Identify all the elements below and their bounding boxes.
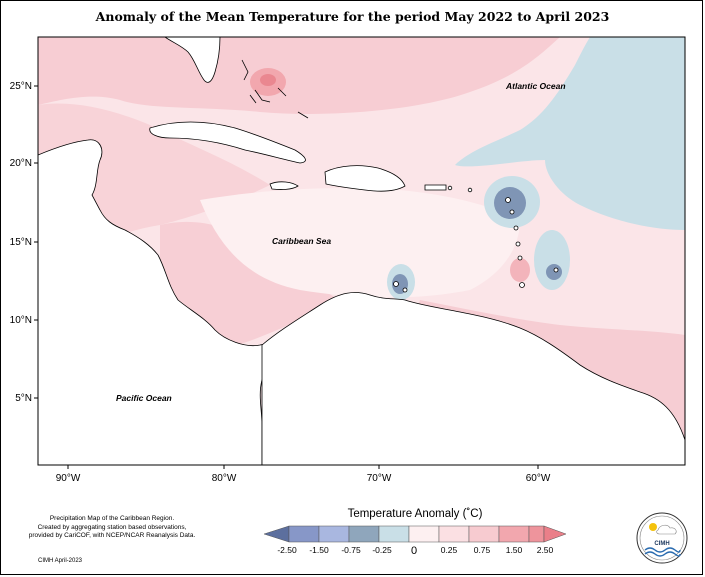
- cool-core-windward: [546, 264, 562, 280]
- legend-title: Temperature Anomaly (˚C): [347, 508, 483, 520]
- legend-label: 0.75: [474, 545, 491, 555]
- lon-tick-label: 90°W: [56, 473, 81, 484]
- legend-swatch: [408, 525, 440, 543]
- date-stamp: CIMH April-2023: [38, 558, 83, 564]
- lat-tick-label: 20°N: [10, 158, 32, 169]
- credit-text: Precipitation Map of the Caribbean Regio…: [18, 515, 206, 541]
- logo-text: CIMH: [654, 541, 669, 547]
- legend-swatch: [378, 525, 410, 543]
- lat-tick-label: 25°N: [10, 81, 32, 92]
- legend-label: -0.25: [372, 545, 392, 555]
- wave-icon: [644, 547, 681, 553]
- legend-swatch: [438, 525, 470, 543]
- legend-labels: -2.50 -1.50 -0.75 -0.25 0 0.25 0.75 1.50…: [277, 545, 553, 557]
- cool-zone-atlantic: [455, 37, 685, 230]
- anomaly-zone-neutral-band: [200, 188, 520, 298]
- legend-label: 0: [411, 545, 417, 557]
- cool-zone-windward: [534, 230, 570, 290]
- legend-swatch: [263, 525, 290, 543]
- warm-spot-trinidad: [510, 258, 530, 282]
- credit-line: Created by aggregating station based obs…: [37, 523, 187, 531]
- lat-tick-label: 15°N: [10, 237, 32, 248]
- sun-icon: [649, 523, 657, 531]
- lat-tick-label: 5°N: [15, 393, 32, 404]
- cimh-logo: CIMH: [636, 512, 688, 564]
- legend-swatch: [348, 525, 380, 543]
- legend-label: -1.50: [309, 545, 329, 555]
- label-atlantic-ocean: Atlantic Ocean: [505, 81, 566, 91]
- legend-label: 1.50: [506, 545, 523, 555]
- cool-core-leeward: [494, 187, 526, 219]
- legend-label: -0.75: [341, 545, 361, 555]
- land-florida: [164, 37, 221, 83]
- land-south-america: [261, 292, 685, 465]
- anomaly-zone-central: [160, 221, 340, 350]
- longitude-axis: 90°W 80°W 70°W 60°W: [56, 465, 551, 484]
- lon-tick-label: 60°W: [526, 473, 551, 484]
- legend-swatch: [288, 525, 320, 543]
- land-puerto-rico: [424, 184, 447, 191]
- land-cuba: [149, 121, 306, 164]
- legend-swatch: [528, 525, 545, 543]
- lat-tick-label: 10°N: [10, 315, 32, 326]
- legend-swatch: [468, 525, 500, 543]
- lon-tick-label: 70°W: [367, 473, 392, 484]
- legend-label: -2.50: [277, 545, 297, 555]
- cloud-icon: [656, 524, 677, 535]
- credit-line: Precipitation Map of the Caribbean Regio…: [49, 515, 175, 522]
- lon-tick-label: 80°W: [212, 473, 237, 484]
- anomaly-zone-north: [38, 37, 560, 114]
- legend-colorbar: [263, 525, 567, 543]
- legend-label: 0.25: [441, 545, 458, 555]
- land-lesser-antilles: [393, 185, 559, 293]
- label-pacific-ocean: Pacific Ocean: [116, 393, 172, 403]
- legend-swatch: [498, 525, 530, 543]
- map-border: [37, 36, 686, 466]
- warm-spot-bahamas-core: [260, 74, 276, 86]
- map-title: Anomaly of the Mean Temperature for the …: [95, 9, 610, 24]
- land-hispaniola: [324, 165, 406, 192]
- legend-swatch: [318, 525, 350, 543]
- legend-swatch: [543, 525, 567, 543]
- land-jamaica: [269, 181, 299, 190]
- label-caribbean-sea: Caribbean Sea: [272, 236, 331, 246]
- latitude-axis: 25°N 20°N 15°N 10°N 5°N: [10, 81, 38, 404]
- legend-label: 2.50: [537, 545, 554, 555]
- land-bahamas: [241, 59, 309, 119]
- credit-line: provided by CariCOF, with NCEP/NCAR Rean…: [28, 532, 196, 539]
